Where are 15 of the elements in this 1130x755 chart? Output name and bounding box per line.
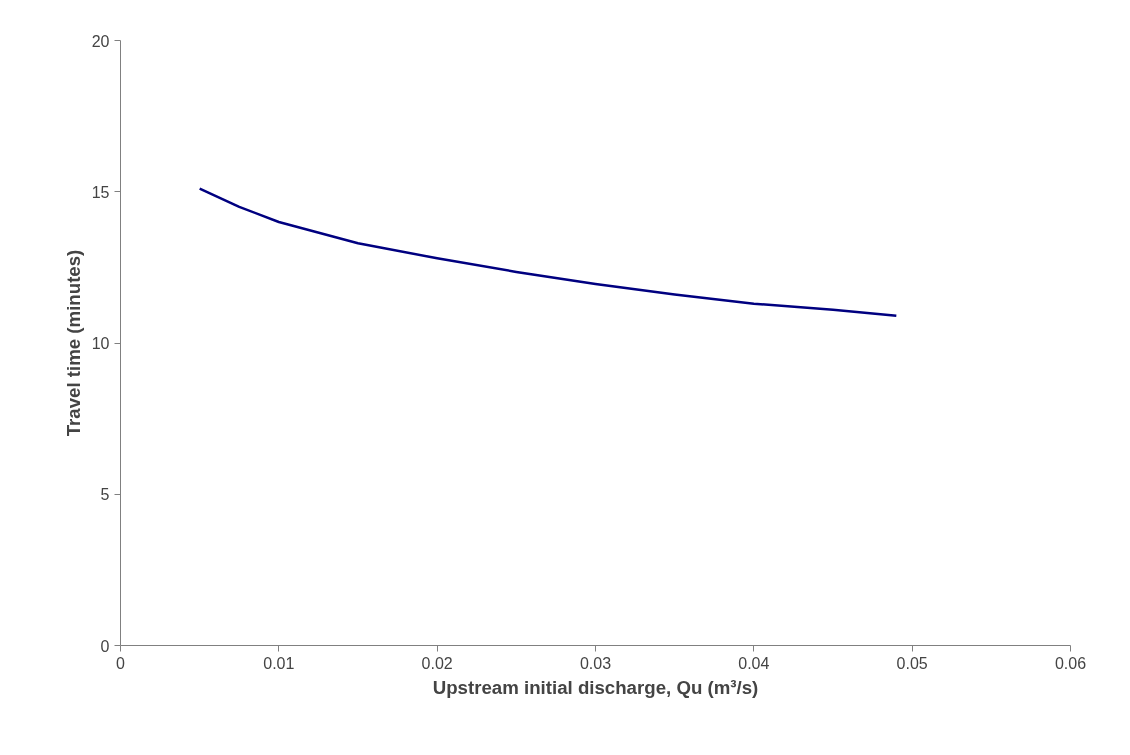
y-tick-label: 0 xyxy=(100,637,110,655)
y-axis-title: Travel time (minutes) xyxy=(62,249,84,437)
x-tick-label: 0.01 xyxy=(263,654,295,672)
x-tick-label: 0.03 xyxy=(579,654,612,672)
y-tick-label: 20 xyxy=(91,32,110,50)
line-series xyxy=(198,187,898,318)
x-tick-label: 0 xyxy=(116,654,126,672)
x-tick-label: 0.04 xyxy=(738,654,770,672)
y-tick-label: 15 xyxy=(91,183,110,201)
x-tick-label: 0.02 xyxy=(421,654,453,672)
y-tick-label: 5 xyxy=(100,486,110,504)
x-tick-label: 0.05 xyxy=(896,654,928,672)
x-tick-label: 0.06 xyxy=(1054,654,1087,672)
y-tick-label: 10 xyxy=(91,335,110,352)
x-axis-title: Upstream initial discharge, Qu (m³/s) xyxy=(432,676,759,698)
